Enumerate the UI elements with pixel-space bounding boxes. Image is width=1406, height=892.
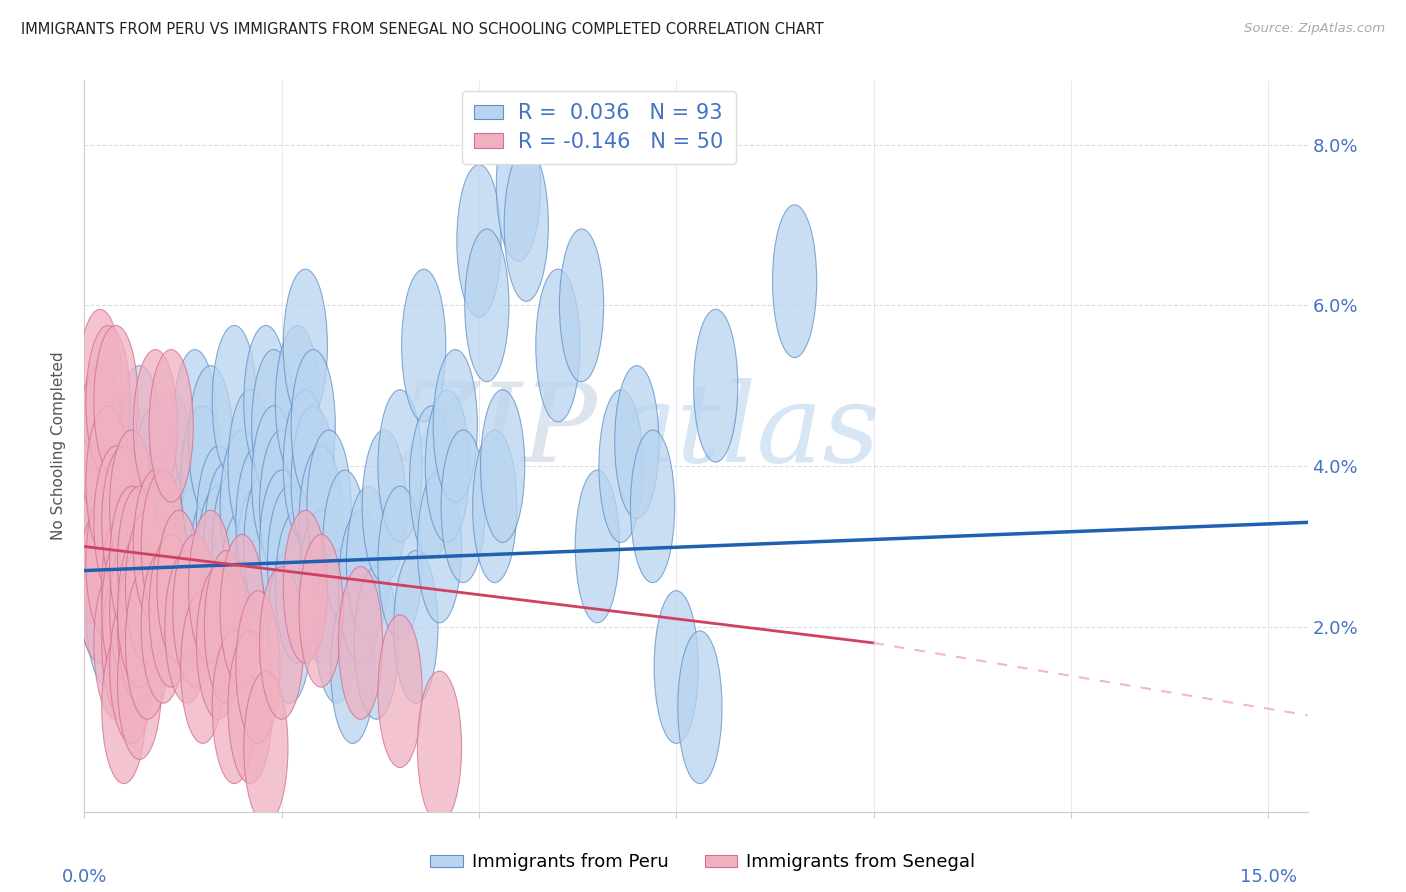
Text: Source: ZipAtlas.com: Source: ZipAtlas.com <box>1244 22 1385 36</box>
Y-axis label: No Schooling Completed: No Schooling Completed <box>51 351 66 541</box>
Text: IMMIGRANTS FROM PERU VS IMMIGRANTS FROM SENEGAL NO SCHOOLING COMPLETED CORRELATI: IMMIGRANTS FROM PERU VS IMMIGRANTS FROM … <box>21 22 824 37</box>
Text: 0.0%: 0.0% <box>62 868 107 886</box>
Legend: R =  0.036   N = 93, R = -0.146   N = 50: R = 0.036 N = 93, R = -0.146 N = 50 <box>461 91 735 164</box>
Text: ZIP: ZIP <box>402 377 598 485</box>
Text: 15.0%: 15.0% <box>1240 868 1296 886</box>
Legend: Immigrants from Peru, Immigrants from Senegal: Immigrants from Peru, Immigrants from Se… <box>423 847 983 879</box>
Text: atlas: atlas <box>610 377 880 485</box>
